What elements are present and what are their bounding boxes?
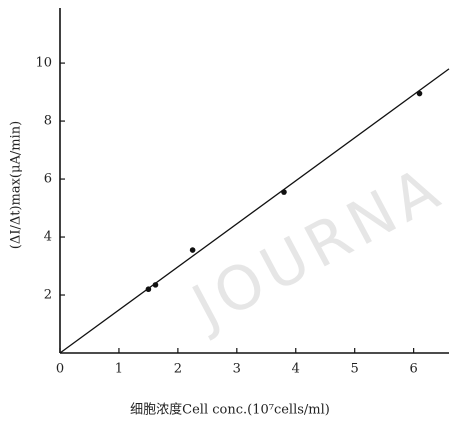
y-tick-label: 6 (44, 172, 52, 187)
y-tick-label: 10 (35, 56, 52, 71)
x-tick-label: 2 (174, 362, 182, 377)
data-point (281, 189, 287, 195)
x-tick-label: 5 (351, 362, 359, 377)
y-axis-label: (ΔI/Δt)max(μA/min) (9, 121, 24, 249)
x-tick-label: 6 (409, 362, 417, 377)
watermark: JOURNA (178, 152, 451, 344)
fit-line (59, 68, 450, 354)
x-tick-label: 0 (56, 362, 64, 377)
x-tick-label: 3 (233, 362, 241, 377)
y-tick-label: 4 (44, 230, 52, 245)
x-tick-label: 1 (115, 362, 123, 377)
data-point (152, 282, 159, 288)
data-point (189, 247, 196, 253)
x-axis-label: 细胞浓度Cell conc.(10⁷cells/ml) (130, 402, 330, 418)
data-point (416, 90, 423, 97)
data-point (145, 286, 152, 293)
x-tick-label: 4 (292, 362, 300, 377)
y-tick-label: 8 (44, 114, 52, 129)
y-tick-label: 2 (44, 288, 52, 303)
